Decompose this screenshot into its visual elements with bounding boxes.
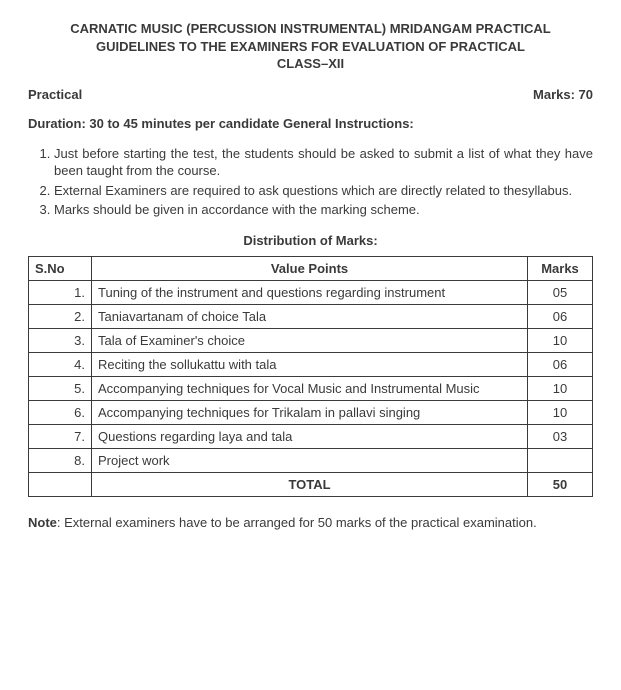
cell-marks: 06 — [528, 352, 593, 376]
cell-value-points: Tuning of the instrument and questions r… — [92, 280, 528, 304]
distribution-heading: Distribution of Marks: — [28, 233, 593, 248]
table-row: 3. Tala of Examiner's choice 10 — [29, 328, 593, 352]
table-total-row: TOTAL 50 — [29, 472, 593, 496]
cell-sno: 4. — [29, 352, 92, 376]
note: Note: External examiners have to be arra… — [28, 515, 593, 532]
table-row: 7. Questions regarding laya and tala 03 — [29, 424, 593, 448]
cell-value-points: Project work — [92, 448, 528, 472]
cell-value-points: Accompanying techniques for Vocal Music … — [92, 376, 528, 400]
header-marks: Marks — [528, 256, 593, 280]
cell-sno: 7. — [29, 424, 92, 448]
meta-row: Practical Marks: 70 — [28, 87, 593, 102]
cell-sno: 8. — [29, 448, 92, 472]
practical-label: Practical — [28, 87, 82, 102]
cell-value-points: Questions regarding laya and tala — [92, 424, 528, 448]
marks-label: Marks: 70 — [533, 87, 593, 102]
note-label: Note — [28, 515, 57, 530]
cell-marks: 10 — [528, 328, 593, 352]
table-row: 2. Taniavartanam of choice Tala 06 — [29, 304, 593, 328]
table-row: 5. Accompanying techniques for Vocal Mus… — [29, 376, 593, 400]
cell-sno: 5. — [29, 376, 92, 400]
instructions-list: Just before starting the test, the stude… — [28, 145, 593, 219]
cell-marks: 03 — [528, 424, 593, 448]
cell-marks: 05 — [528, 280, 593, 304]
cell-total-label: TOTAL — [92, 472, 528, 496]
table-row: 4. Reciting the sollukattu with tala 06 — [29, 352, 593, 376]
header-sno: S.No — [29, 256, 92, 280]
cell-marks: 06 — [528, 304, 593, 328]
cell-sno: 3. — [29, 328, 92, 352]
cell-marks — [528, 448, 593, 472]
cell-sno: 2. — [29, 304, 92, 328]
instruction-item: Marks should be given in accordance with… — [54, 201, 593, 219]
table-row: 6. Accompanying techniques for Trikalam … — [29, 400, 593, 424]
title-line-1: CARNATIC MUSIC (PERCUSSION INSTRUMENTAL)… — [28, 20, 593, 38]
duration-line: Duration: 30 to 45 minutes per candidate… — [28, 116, 593, 131]
cell-sno-empty — [29, 472, 92, 496]
cell-marks: 10 — [528, 376, 593, 400]
instruction-item: External Examiners are required to ask q… — [54, 182, 593, 200]
table-row: 1. Tuning of the instrument and question… — [29, 280, 593, 304]
title-line-2: GUIDELINES TO THE EXAMINERS FOR EVALUATI… — [28, 38, 593, 56]
note-text: : External examiners have to be arranged… — [57, 515, 537, 530]
cell-value-points: Tala of Examiner's choice — [92, 328, 528, 352]
cell-marks: 10 — [528, 400, 593, 424]
cell-sno: 1. — [29, 280, 92, 304]
cell-sno: 6. — [29, 400, 92, 424]
header-value-points: Value Points — [92, 256, 528, 280]
cell-value-points: Reciting the sollukattu with tala — [92, 352, 528, 376]
marks-table: S.No Value Points Marks 1. Tuning of the… — [28, 256, 593, 497]
table-row: 8. Project work — [29, 448, 593, 472]
table-header-row: S.No Value Points Marks — [29, 256, 593, 280]
cell-value-points: Accompanying techniques for Trikalam in … — [92, 400, 528, 424]
title-line-3: CLASS–XII — [28, 55, 593, 73]
instruction-item: Just before starting the test, the stude… — [54, 145, 593, 180]
cell-total-marks: 50 — [528, 472, 593, 496]
cell-value-points: Taniavartanam of choice Tala — [92, 304, 528, 328]
document-title: CARNATIC MUSIC (PERCUSSION INSTRUMENTAL)… — [28, 20, 593, 73]
